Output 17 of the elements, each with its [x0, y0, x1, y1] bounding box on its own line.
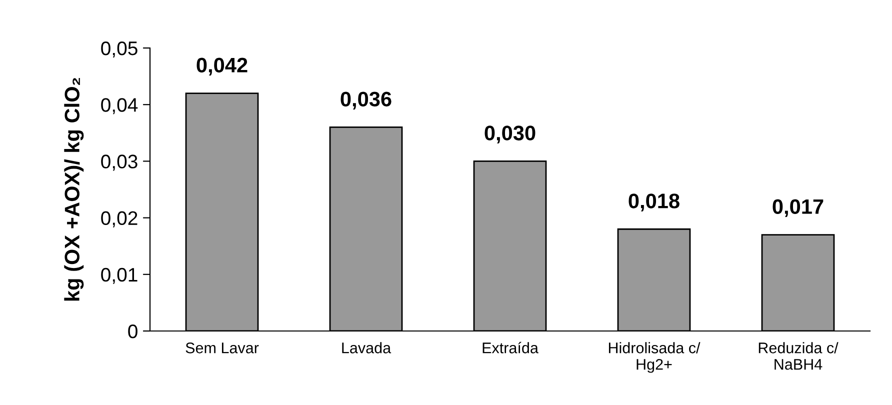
x-tick-label: Reduzida c/ NaBH4 — [758, 342, 838, 370]
y-tick-label: 0,01 — [101, 268, 138, 284]
y-tick-label: 0,05 — [101, 41, 138, 58]
x-tick-label: Lavada — [342, 342, 392, 354]
x-tick-label: Hidrolisada c/ Hg2+ — [608, 342, 700, 373]
y-axis-title: kg (OX +AOX)/ kg ClO₂ — [64, 78, 84, 301]
y-tick-label: 0,04 — [101, 98, 138, 114]
x-tick-label: Extraída — [482, 342, 538, 354]
data-label: 0,017 — [772, 199, 824, 218]
x-tick-label: Sem Lavar — [186, 342, 259, 354]
data-label: 0,030 — [484, 126, 536, 144]
y-tick-label: 0 — [128, 324, 138, 338]
y-tick-label: 0,02 — [101, 211, 138, 228]
data-label: 0,036 — [340, 92, 392, 110]
y-tick-label: 0,03 — [101, 154, 138, 171]
data-label: 0,018 — [628, 194, 680, 212]
data-label: 0,042 — [196, 58, 248, 76]
